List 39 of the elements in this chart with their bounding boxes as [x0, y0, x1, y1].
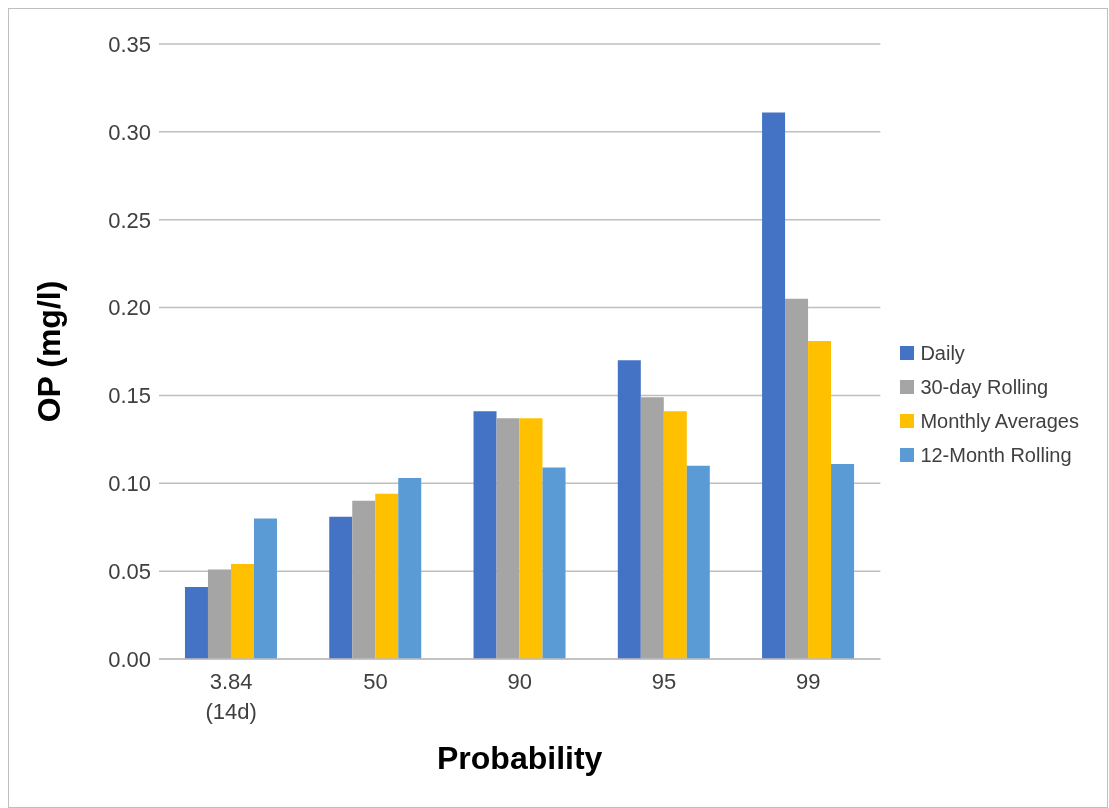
x-axis-title: Probability [437, 740, 603, 776]
x-tick-label: 50 [363, 669, 388, 694]
bar [831, 463, 855, 659]
bar [253, 518, 277, 659]
bar [542, 467, 566, 659]
y-tick-label: 0.05 [108, 558, 151, 584]
y-tick-label: 0.25 [108, 207, 151, 233]
bar [640, 397, 664, 659]
x-tick-label: 3.84 (14d) [205, 669, 257, 724]
bar [519, 418, 543, 659]
bar [473, 411, 497, 659]
bar [207, 569, 231, 659]
bar [663, 411, 687, 659]
bar [184, 586, 208, 659]
x-tick-label: 99 [796, 669, 821, 694]
bar [375, 493, 399, 659]
bar [230, 564, 254, 659]
y-axis-title: OP (mg/l) [31, 280, 68, 423]
bar [785, 298, 809, 659]
legend-label: Daily [920, 341, 965, 366]
bar [352, 500, 376, 659]
x-tick-label: 95 [651, 669, 677, 694]
bar [617, 360, 641, 659]
bar [686, 465, 710, 659]
bar [329, 516, 353, 659]
y-tick-label: 0.00 [108, 646, 151, 672]
legend-label: 12-Month Rolling [920, 443, 1072, 468]
y-tick-label: 0.15 [108, 383, 151, 409]
bar [808, 340, 832, 659]
y-tick-label: 0.30 [108, 119, 151, 145]
y-tick-label: 0.20 [108, 295, 151, 321]
legend-label: 30-day Rolling [920, 375, 1049, 400]
y-tick-label: 0.10 [108, 471, 151, 497]
legend-label: Monthly Averages [920, 409, 1079, 434]
bar [398, 478, 422, 659]
bar [762, 112, 786, 659]
x-tick-label: 90 [507, 669, 532, 694]
bar [496, 418, 520, 659]
y-tick-label: 0.35 [108, 31, 151, 57]
